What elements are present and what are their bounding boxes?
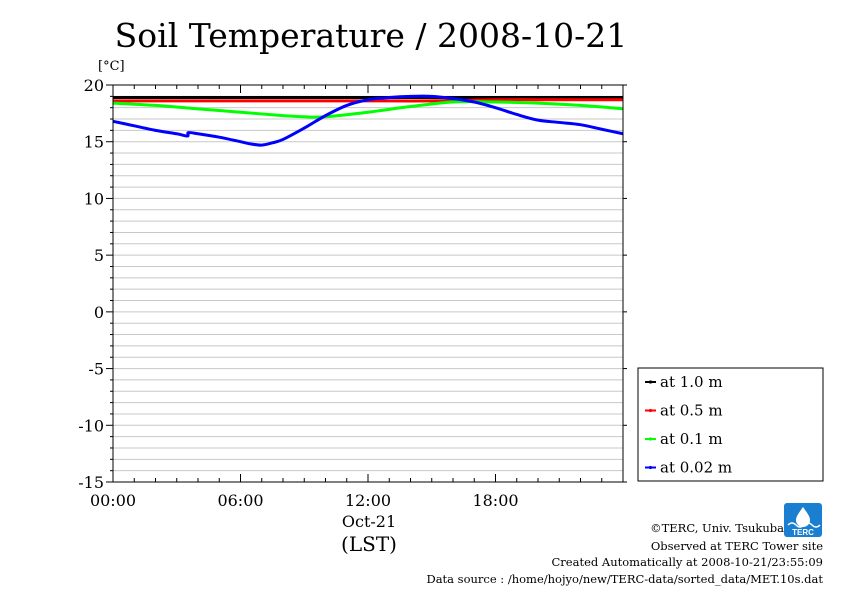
created-timestamp-text: Created Automatically at 2008-10-21/23:5… [552,555,824,569]
legend-marker [648,380,653,384]
y-tick-label: -10 [78,416,104,435]
y-tick-label: 10 [84,189,104,208]
x-date-label: Oct-21 [342,512,396,531]
chart-title: Soil Temperature / 2008-10-21 [115,16,628,55]
grid-lines [113,95,623,472]
y-tick-label: -5 [88,360,104,379]
legend-label: at 0.02 m [660,459,732,477]
observed-site-text: Observed at TERC Tower site [651,539,823,553]
x-timezone-label: (LST) [341,532,397,556]
x-tick-label: 00:00 [90,491,136,510]
x-axis: 00:00 06:00 12:00 18:00 [90,85,603,510]
wave-icon [787,522,821,528]
y-tick-label: -15 [78,473,104,492]
series-line-3 [112,94,624,147]
legend: at 1.0 m at 0.5 m at 0.1 m at 0.02 m [637,367,824,482]
legend-box [637,367,824,482]
terc-logo: TERC [784,503,822,537]
legend-label: at 0.1 m [660,430,723,448]
x-tick-label: 12:00 [345,491,391,510]
legend-label: at 1.0 m [660,373,723,391]
x-tick-label: 18:00 [472,491,518,510]
y-axis: 20 15 10 5 0 -5 -10 -15 [78,76,627,492]
y-tick-label: 20 [84,76,104,95]
plot-frame [112,84,624,483]
water-drop-icon [796,507,810,527]
legend-label: at 0.5 m [660,402,723,420]
logo-text: TERC [792,528,814,537]
y-axis-unit-label: [°C] [98,59,125,74]
copyright-text: ©TERC, Univ. Tsukuba [650,521,784,535]
series-line-2 [112,100,624,119]
x-tick-label: 06:00 [217,491,263,510]
y-tick-label: 5 [94,246,104,265]
legend-marker [648,465,653,470]
legend-marker [648,408,653,413]
data-source-text: Data source : /home/hojyo/new/TERC-data/… [426,572,823,586]
y-tick-label: 0 [94,303,104,322]
legend-marker [648,437,653,441]
y-tick-label: 15 [84,133,104,152]
series-lines [112,94,624,147]
